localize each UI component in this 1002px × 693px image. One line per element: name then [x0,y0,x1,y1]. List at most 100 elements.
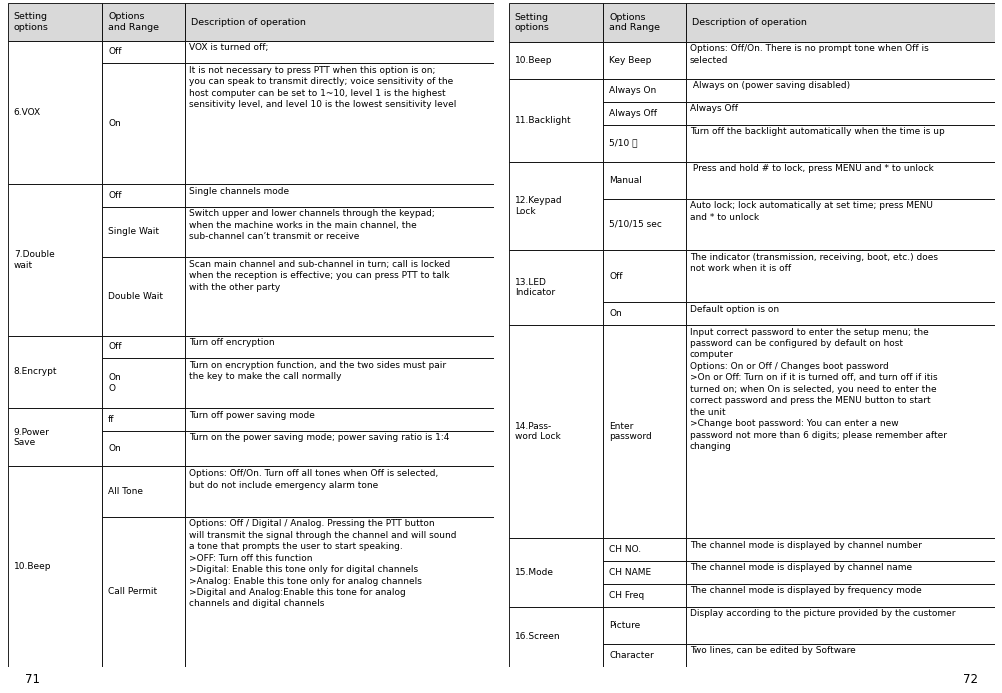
Bar [184,517,494,667]
Bar [8,41,102,184]
Text: CH NO.: CH NO. [608,545,640,554]
Text: Options: Off/On. Turn off all tones when Off is selected,
but do not include eme: Options: Off/On. Turn off all tones when… [188,469,438,489]
Text: Options
and Range: Options and Range [608,13,659,33]
Bar [685,561,994,584]
Text: Enter
password: Enter password [608,421,651,441]
Bar [8,184,102,335]
Bar [184,207,494,257]
Text: CH NAME: CH NAME [608,568,650,577]
Text: Turn off the backlight automatically when the time is up: Turn off the backlight automatically whe… [689,128,944,137]
Text: Turn off encryption: Turn off encryption [188,338,275,347]
Bar [685,250,994,302]
Bar [102,257,184,335]
Text: 16.Screen: 16.Screen [514,632,560,641]
Text: Setting
options: Setting options [14,12,49,32]
Text: 7.Double
wait: 7.Double wait [14,250,54,270]
Text: Manual: Manual [608,175,641,184]
Text: Picture: Picture [608,621,639,630]
Bar [685,302,994,325]
Text: Turn on the power saving mode; power saving ratio is 1:4: Turn on the power saving mode; power sav… [188,433,449,442]
Text: Description of operation: Description of operation [190,17,306,26]
Bar [602,102,685,125]
Text: Single channels mode: Single channels mode [188,187,289,196]
Text: On
O: On O [108,374,121,393]
Bar [602,538,685,561]
Bar [102,408,184,430]
Bar [602,3,685,42]
Text: All Tone: All Tone [108,487,143,496]
Text: 6.VOX: 6.VOX [14,108,41,117]
Text: Call Permit: Call Permit [108,587,157,596]
Text: Description of operation: Description of operation [691,18,806,27]
Bar [685,161,994,199]
Bar [602,644,685,667]
Bar [8,466,102,667]
Text: Off: Off [108,342,121,351]
Text: 12.Keypad
Lock: 12.Keypad Lock [514,196,562,216]
Text: 10.Beep: 10.Beep [514,55,552,64]
Bar [602,42,685,79]
Text: 9.Power
Save: 9.Power Save [14,428,50,447]
Text: Single Wait: Single Wait [108,227,159,236]
Bar [102,358,184,408]
Text: CH Freq: CH Freq [608,590,643,599]
Bar [102,430,184,466]
Text: On: On [608,309,621,318]
Text: The channel mode is displayed by channel number: The channel mode is displayed by channel… [689,541,921,550]
Bar [602,607,685,644]
Bar [508,325,602,538]
Text: Always Off: Always Off [689,105,737,114]
Text: The indicator (transmission, receiving, boot, etc.) does
not work when it is off: The indicator (transmission, receiving, … [689,253,937,273]
Bar [602,125,685,161]
Text: 10.Beep: 10.Beep [14,562,51,571]
Text: Options
and Range: Options and Range [108,12,159,32]
Bar [102,184,184,207]
Bar [685,325,994,538]
Text: Always Off: Always Off [608,109,656,118]
Bar [685,644,994,667]
Bar [102,517,184,667]
Bar [102,207,184,257]
Text: ff: ff [108,415,114,424]
Bar [685,79,994,102]
Text: The channel mode is displayed by channel name: The channel mode is displayed by channel… [689,563,911,572]
Bar [184,358,494,408]
Text: Two lines, can be edited by Software: Two lines, can be edited by Software [689,647,855,656]
Bar [184,257,494,335]
Bar [685,102,994,125]
Bar [184,184,494,207]
Text: 14.Pass-
word Lock: 14.Pass- word Lock [514,421,560,441]
Bar [508,250,602,325]
Text: Display according to the picture provided by the customer: Display according to the picture provide… [689,609,954,618]
Text: On: On [108,444,121,453]
Bar [102,466,184,517]
Bar [685,42,994,79]
Bar [102,63,184,184]
Text: Default option is on: Default option is on [689,304,779,313]
Text: 15.Mode: 15.Mode [514,568,553,577]
Bar [184,335,494,358]
Bar [184,3,494,41]
Bar [685,125,994,161]
Text: Always On: Always On [608,86,655,95]
Bar [685,607,994,644]
Bar [685,199,994,250]
Text: Double Wait: Double Wait [108,292,163,301]
Text: 8.Encrypt: 8.Encrypt [14,367,57,376]
Bar [184,41,494,63]
Text: Turn off power saving mode: Turn off power saving mode [188,411,315,420]
Bar [102,41,184,63]
Text: 72: 72 [962,673,977,686]
Text: Scan main channel and sub-channel in turn; call is locked
when the reception is : Scan main channel and sub-channel in tur… [188,260,450,292]
Text: Setting
options: Setting options [514,13,549,33]
Bar [102,335,184,358]
Bar [602,161,685,199]
Text: 11.Backlight: 11.Backlight [514,116,571,125]
Bar [602,584,685,607]
Text: Input correct password to enter the setup menu; the
password can be configured b: Input correct password to enter the setu… [689,328,946,451]
Bar [508,538,602,607]
Text: 5/10/15 sec: 5/10/15 sec [608,220,661,229]
Bar [685,3,994,42]
Bar [184,408,494,430]
Bar [8,408,102,466]
